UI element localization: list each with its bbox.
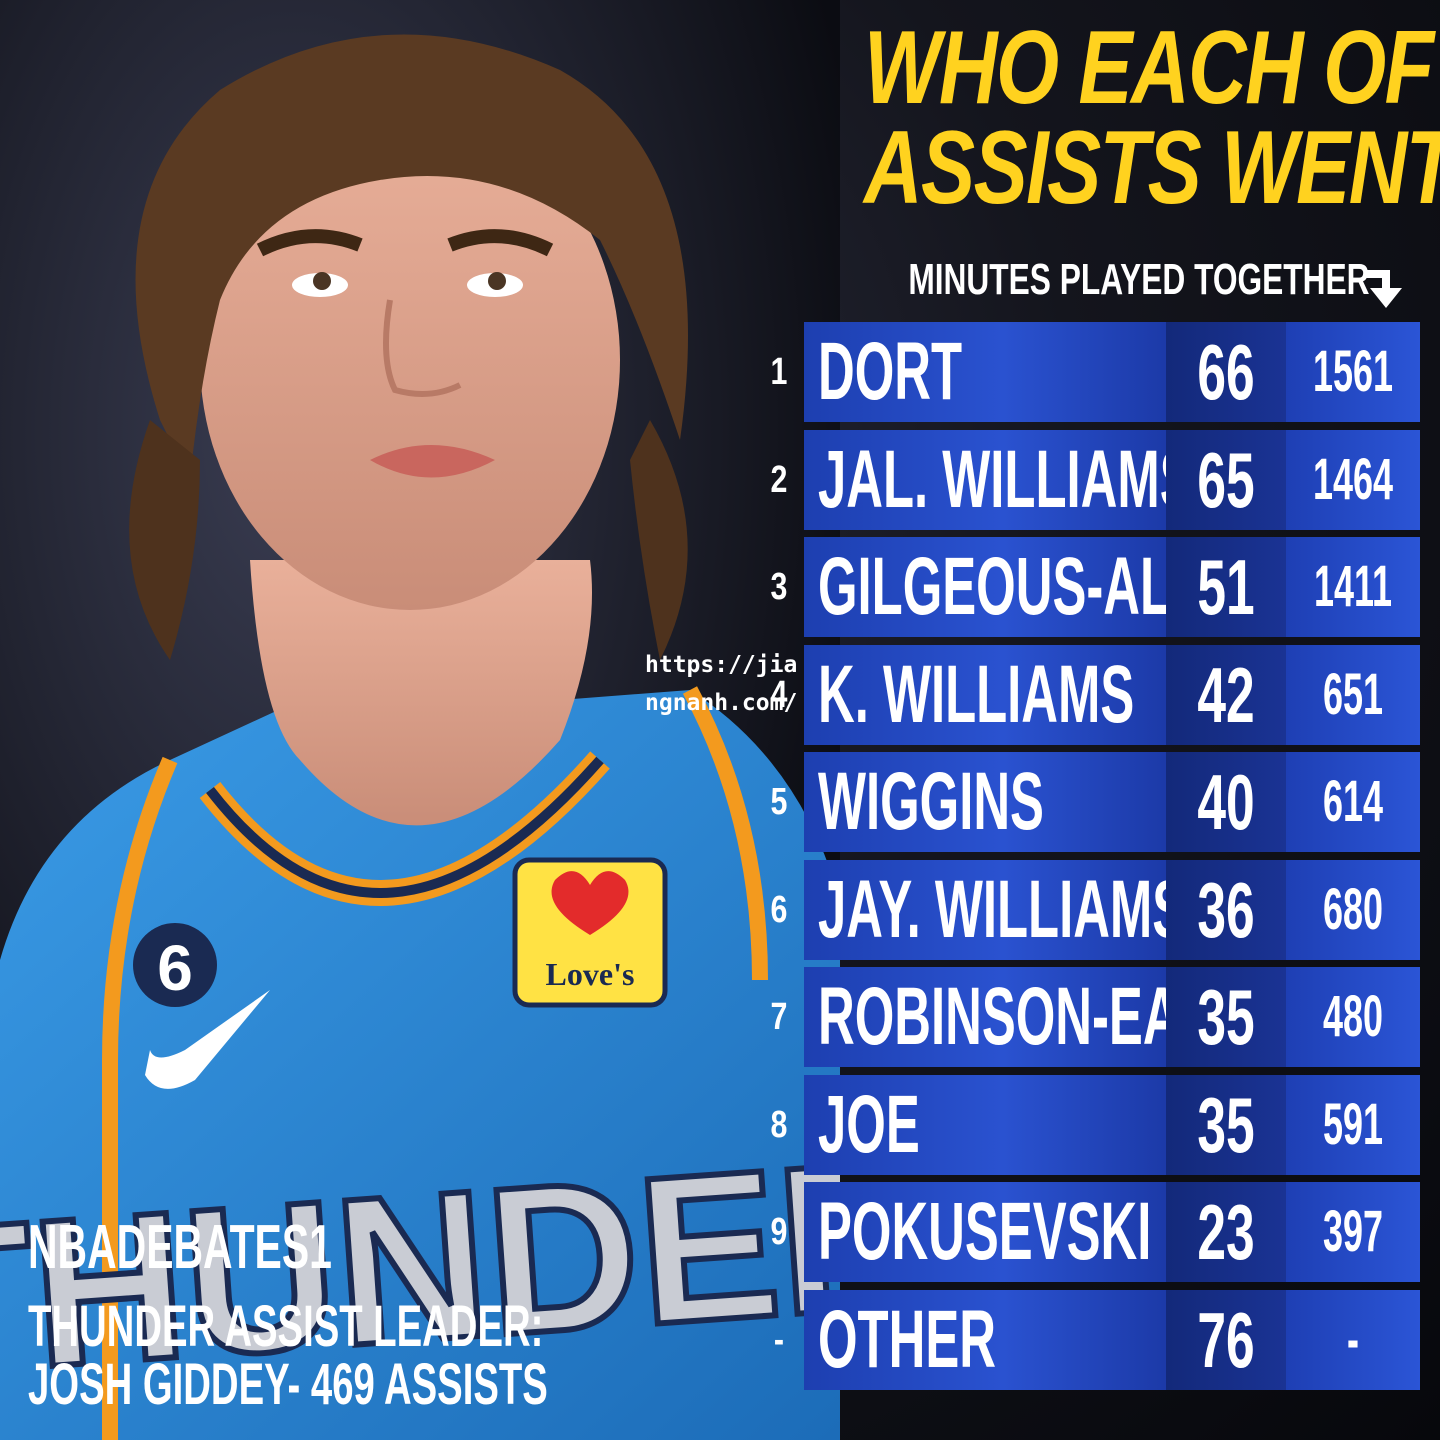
row-rank: 5	[770, 781, 788, 823]
player-name-cell: JAY. WILLIAMS	[804, 859, 1186, 960]
row-rank: 2	[770, 458, 788, 501]
table-row: 7 ROBINSON-EA. 35 480	[760, 967, 1422, 1067]
assists-cell: 36	[1166, 859, 1286, 960]
assists-value: 66	[1197, 328, 1255, 416]
assists-value: 65	[1197, 435, 1255, 524]
minutes-value: 1411	[1313, 554, 1393, 619]
assists-value: 40	[1197, 758, 1255, 846]
caption: THUNDER ASSIST LEADER: JOSH GIDDEY- 469 …	[28, 1298, 548, 1414]
player-name-cell: K. WILLIAMS	[804, 644, 1166, 745]
player-photo: 6 Love's THUNDER	[0, 0, 840, 1440]
title-line-2: ASSISTS WENT TO	[864, 110, 1440, 226]
table-row: 5 WIGGINS 40 614	[760, 752, 1422, 852]
assists-value: 36	[1197, 865, 1255, 954]
assists-table: 1 DORT 66 1561 2 JAL. WILLIAMS 65 1464 3…	[760, 322, 1422, 1397]
minutes-cell: -	[1286, 1289, 1420, 1390]
minutes-value: 651	[1322, 661, 1384, 727]
player-name-cell: WIGGINS	[804, 752, 1166, 852]
player-name-cell: GILGEOUS-AL.	[804, 537, 1185, 637]
assists-cell: 35	[1166, 1074, 1286, 1175]
assists-value: 76	[1197, 1295, 1255, 1384]
minutes-cell: 651	[1286, 644, 1420, 745]
row-rank: -	[773, 1318, 785, 1361]
assists-value: 35	[1197, 1080, 1255, 1169]
table-row: 3 GILGEOUS-AL. 51 1411	[760, 537, 1422, 637]
source-credit: NBADEBATES1	[28, 1213, 332, 1282]
minutes-value: 1561	[1313, 339, 1393, 404]
player-name: JAY. WILLIAMS	[818, 863, 1187, 955]
watermark-link[interactable]: https://jiangnanh.com/	[645, 652, 798, 716]
minutes-value: -	[1347, 1306, 1359, 1372]
minutes-cell: 614	[1286, 752, 1420, 852]
minutes-value: 1464	[1313, 446, 1393, 512]
minutes-value: 680	[1322, 876, 1384, 942]
row-rank: 9	[770, 1211, 788, 1253]
table-row: 8 JOE 35 591	[760, 1074, 1422, 1175]
row-rank: 8	[770, 1103, 788, 1146]
player-name-cell: ROBINSON-EA.	[804, 967, 1194, 1067]
table-row: 9 POKUSEVSKI 23 397	[760, 1182, 1422, 1282]
assists-value: 51	[1197, 543, 1255, 631]
title-line-1: WHO EACH OF HIS	[864, 10, 1440, 126]
player-name: K. WILLIAMS	[818, 648, 1135, 740]
player-name: DORT	[818, 326, 963, 417]
player-name: GILGEOUS-AL.	[818, 541, 1186, 632]
row-rank: 4	[770, 673, 788, 716]
player-name-cell: DORT	[804, 322, 1166, 422]
player-name: ROBINSON-EA.	[818, 971, 1194, 1062]
minutes-cell: 1561	[1286, 322, 1420, 422]
player-name: POKUSEVSKI	[818, 1186, 1152, 1277]
assists-cell: 76	[1166, 1289, 1286, 1390]
table-row: 6 JAY. WILLIAMS 36 680	[760, 859, 1422, 960]
player-name: JAL. WILLIAMS	[818, 433, 1194, 525]
player-name-cell: JAL. WILLIAMS	[804, 429, 1194, 530]
player-name: JOE	[818, 1078, 920, 1170]
player-name-cell: OTHER	[804, 1289, 1166, 1390]
assists-cell: 35	[1166, 967, 1286, 1067]
table-row: 4 K. WILLIAMS 42 651	[760, 644, 1422, 745]
row-rank: 3	[770, 566, 788, 608]
minutes-cell: 397	[1286, 1182, 1420, 1282]
minutes-cell: 1411	[1286, 537, 1420, 637]
minutes-value: 614	[1322, 769, 1384, 834]
player-name-cell: JOE	[804, 1074, 1166, 1175]
caption-line-2: JOSH GIDDEY- 469 ASSISTS	[28, 1352, 548, 1417]
minutes-cell: 480	[1286, 967, 1420, 1067]
player-name: OTHER	[818, 1293, 996, 1385]
minutes-cell: 680	[1286, 859, 1420, 960]
row-rank: 1	[770, 351, 788, 393]
assists-value: 23	[1197, 1188, 1255, 1276]
caption-line-1: THUNDER ASSIST LEADER:	[28, 1294, 544, 1359]
minutes-value: 591	[1322, 1091, 1384, 1157]
assists-cell: 42	[1166, 644, 1286, 745]
player-name: WIGGINS	[818, 756, 1044, 847]
minutes-value: 480	[1322, 984, 1384, 1049]
assists-cell: 66	[1166, 322, 1286, 422]
row-rank: 7	[770, 996, 788, 1038]
column-header-minutes: MINUTES PLAYED TOGETHER	[908, 255, 1370, 304]
table-row: 2 JAL. WILLIAMS 65 1464	[760, 429, 1422, 530]
table-row: 1 DORT 66 1561	[760, 322, 1422, 422]
arrow-down-right-icon	[1366, 270, 1402, 308]
assists-cell: 23	[1166, 1182, 1286, 1282]
jersey-team-text: THUNDER	[0, 1115, 840, 1421]
table-row: - OTHER 76 -	[760, 1289, 1422, 1390]
assists-value: 42	[1197, 650, 1255, 739]
minutes-value: 397	[1322, 1199, 1384, 1264]
assists-cell: 40	[1166, 752, 1286, 852]
jersey-number: 6	[157, 932, 193, 1004]
assists-cell: 65	[1166, 429, 1286, 530]
minutes-cell: 1464	[1286, 429, 1420, 530]
minutes-cell: 591	[1286, 1074, 1420, 1175]
sponsor-logo-text: Love's	[546, 956, 635, 992]
assists-value: 35	[1197, 973, 1255, 1061]
page-title: WHO EACH OF HIS ASSISTS WENT TO	[864, 10, 1440, 226]
player-name-cell: POKUSEVSKI	[804, 1182, 1166, 1282]
assists-cell: 51	[1166, 537, 1286, 637]
row-rank: 6	[770, 888, 788, 931]
